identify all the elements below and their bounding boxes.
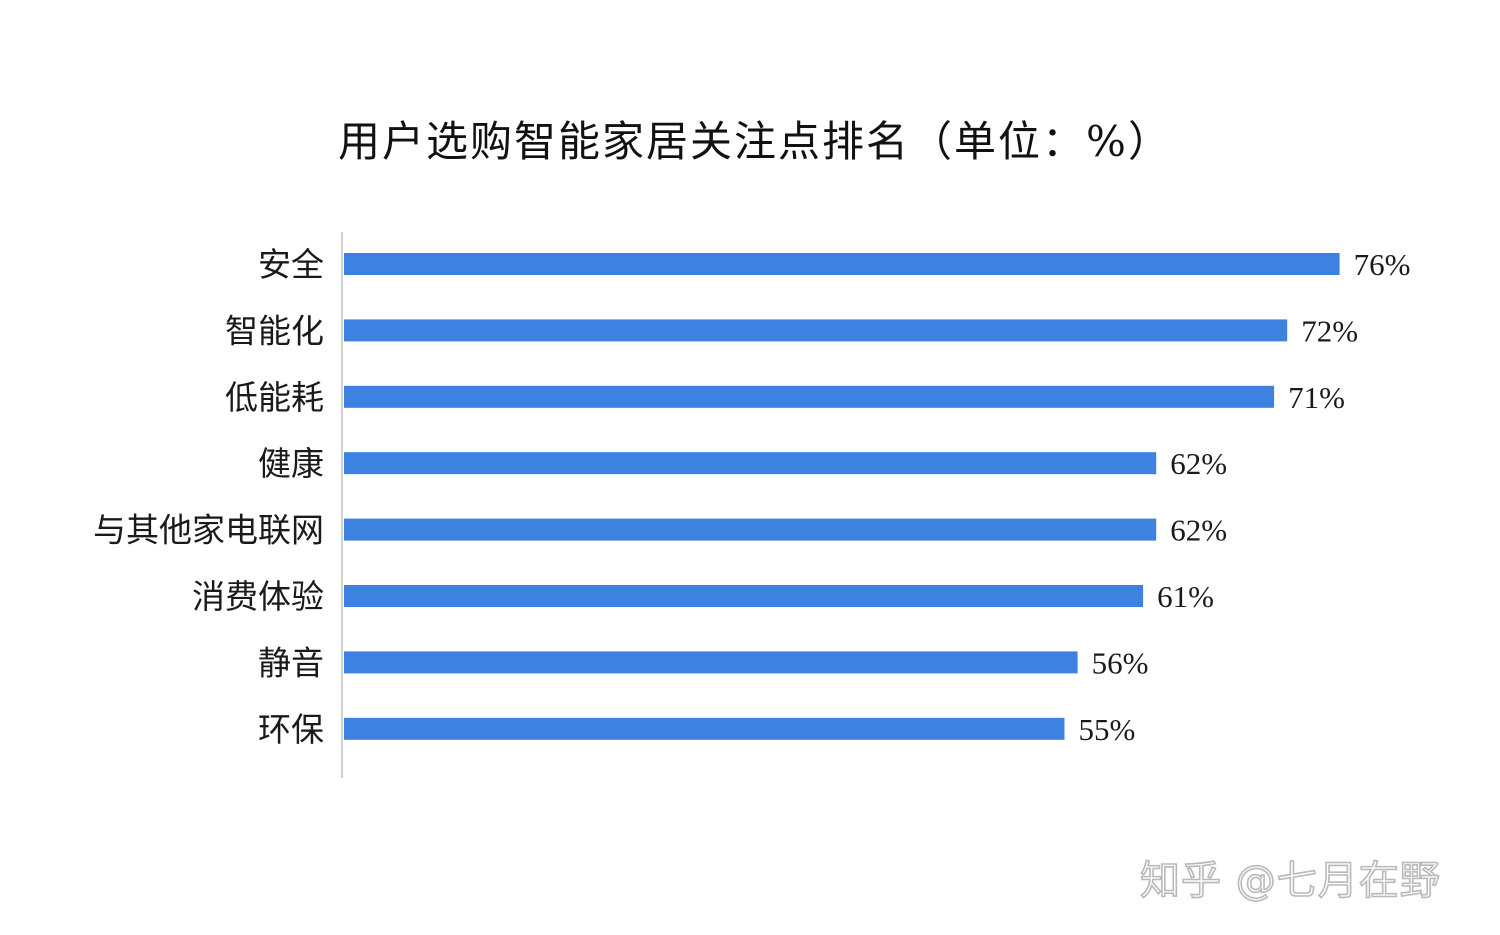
bar-3	[344, 452, 1157, 475]
chart-title: 用户选购智能家居关注点排名（单位：%）	[338, 117, 1172, 166]
bar-4	[344, 518, 1157, 541]
bar-0	[344, 253, 1340, 275]
value-label-2: 71%	[1288, 380, 1345, 415]
value-label-3: 62%	[1170, 446, 1227, 481]
category-label-7: 环保	[258, 710, 324, 749]
value-label-4: 62%	[1170, 513, 1227, 548]
category-label-4: 与其他家电联网	[93, 511, 324, 550]
category-label-0: 安全	[258, 245, 324, 284]
category-label-2: 低能耗	[225, 378, 324, 417]
category-label-5: 消费体验	[192, 577, 324, 616]
category-label-6: 静音	[258, 643, 324, 682]
category-label-1: 智能化	[225, 311, 324, 350]
value-label-6: 56%	[1092, 645, 1149, 680]
bar-1	[344, 319, 1288, 342]
bar-7	[344, 717, 1065, 740]
bars-group: 安全 76% 智能化 72% 低能耗 71% 健康 62% 与其他家电联网 62% 消费体验 61% 静…	[93, 245, 1410, 749]
bar-6	[344, 651, 1078, 674]
value-label-5: 61%	[1157, 579, 1214, 614]
value-label-1: 72%	[1301, 313, 1358, 348]
bar-2	[344, 385, 1275, 408]
value-label-7: 55%	[1079, 712, 1136, 747]
category-label-3: 健康	[258, 444, 324, 483]
value-label-0: 76%	[1354, 247, 1411, 282]
watermark: 知乎 @七月在野	[1139, 857, 1441, 905]
bar-5	[344, 585, 1144, 607]
